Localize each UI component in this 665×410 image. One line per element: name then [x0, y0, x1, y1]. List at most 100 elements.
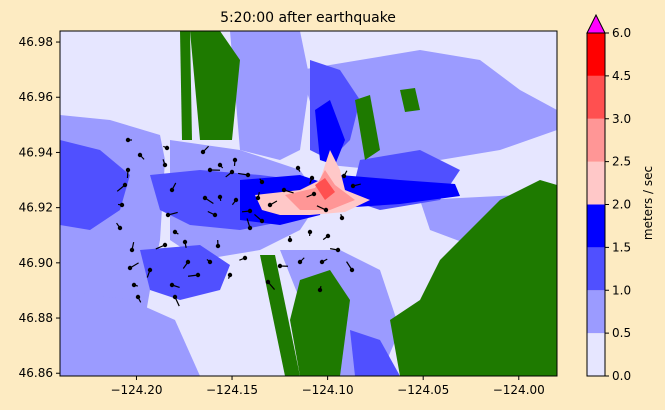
- velocity-arrow-head: [125, 137, 131, 143]
- x-tick-label: −124.10: [302, 383, 354, 397]
- land-south-spit: [260, 255, 300, 376]
- colorbar-label: meters / sec: [641, 166, 655, 240]
- land-island-north: [355, 95, 380, 160]
- velocity-arrow-head: [129, 247, 135, 253]
- velocity-arrow-head: [227, 272, 233, 278]
- velocity-arrow-head: [247, 225, 253, 231]
- velocity-arrow-head: [350, 183, 356, 189]
- land-east: [390, 180, 557, 376]
- colorbar-tick-label: 3.0: [612, 112, 631, 126]
- velocity-arrow-head: [217, 194, 223, 200]
- velocity-arrow-head: [287, 237, 293, 243]
- velocity-arrow-head: [147, 267, 153, 273]
- velocity-arrow-head: [259, 179, 265, 185]
- y-tick-label: 46.90: [19, 256, 53, 270]
- velocity-arrow-head: [119, 202, 125, 208]
- plot-frame: [59, 30, 558, 377]
- velocity-arrow-head: [317, 287, 323, 293]
- velocity-arrow-head: [127, 265, 133, 271]
- land-north-spit-west: [180, 31, 192, 140]
- velocity-arrow-head: [207, 167, 213, 173]
- velocity-arrow-head: [277, 263, 283, 269]
- velocity-arrow-head: [117, 225, 123, 231]
- velocity-arrow-head: [319, 259, 325, 265]
- colorbar-tick-label: 1.0: [612, 283, 631, 297]
- velocity-arrow-head: [131, 282, 137, 288]
- colorbar: 0.0 0.5 1.0 1.5 2.0 2.5 3.0 4.5 6.0: [586, 13, 631, 383]
- velocity-arrow-head: [233, 197, 239, 203]
- velocity-arrow-head: [200, 149, 206, 155]
- velocity-arrow-head: [202, 195, 208, 201]
- velocity-arrow-head: [259, 218, 265, 224]
- velocity-arrow-head: [215, 243, 221, 249]
- velocity-arrow-head: [182, 239, 188, 245]
- velocity-arrow-head: [162, 242, 168, 248]
- velocity-arrow-head: [341, 173, 347, 179]
- velocity-arrow-head: [307, 229, 313, 235]
- land-south-center: [290, 270, 350, 376]
- colorbar-tick-label: 4.5: [612, 69, 631, 83]
- speed-region-outer-west: [60, 140, 130, 230]
- speed-region-plume-core: [315, 178, 335, 200]
- speed-region-southwest: [60, 290, 200, 376]
- speed-region-north-channel: [230, 31, 310, 160]
- velocity-arrow-head: [267, 202, 273, 208]
- velocity-arrow-head: [135, 294, 141, 300]
- x-tick-label: −124.05: [397, 383, 449, 397]
- land-north-spit: [190, 31, 240, 140]
- y-tick-label: 46.88: [19, 311, 53, 325]
- land-islet: [400, 88, 420, 112]
- colorbar-extend-arrow: [586, 13, 606, 34]
- y-axis: 46.86 46.88 46.90 46.92 46.94 46.96 46.98: [19, 35, 60, 380]
- y-tick-label: 46.98: [19, 35, 53, 49]
- velocity-arrow-head: [339, 215, 345, 221]
- velocity-arrow-head: [122, 182, 128, 188]
- y-tick-label: 46.96: [19, 90, 53, 104]
- velocity-arrow-head: [125, 167, 131, 173]
- velocity-arrow-head: [172, 229, 178, 235]
- speed-region-south-edge: [350, 330, 400, 376]
- velocity-arrow-head: [255, 195, 261, 201]
- velocity-arrow-head: [232, 157, 238, 163]
- colorbar-segment: [587, 204, 605, 248]
- velocity-arrow-head: [217, 162, 223, 168]
- speed-region-jet-north: [315, 100, 345, 165]
- velocity-arrow-head: [265, 279, 271, 285]
- velocity-arrow-head: [185, 259, 191, 265]
- x-tick-label: −124.15: [206, 383, 258, 397]
- colorbar-segment: [587, 118, 605, 162]
- velocity-arrow-head: [165, 212, 171, 218]
- velocity-arrow-head: [195, 272, 201, 278]
- y-tick-label: 46.94: [19, 145, 53, 159]
- velocity-arrow-head: [297, 259, 303, 265]
- y-tick-label: 46.92: [19, 201, 53, 215]
- velocity-arrow-head: [229, 169, 235, 175]
- velocity-arrow-head: [325, 233, 331, 239]
- x-tick-label: −124.20: [110, 383, 162, 397]
- velocity-arrow-head: [164, 145, 170, 151]
- velocity-arrow-head: [295, 165, 301, 171]
- y-tick-label: 46.86: [19, 366, 53, 380]
- velocity-arrow-head: [309, 175, 315, 181]
- x-tick-label: −124.00: [493, 383, 545, 397]
- colorbar-tick-label: 6.0: [612, 26, 631, 40]
- speed-region-south-flow: [140, 245, 230, 300]
- colorbar-segment: [587, 247, 605, 291]
- colorbar-tick-label: 2.0: [612, 198, 631, 212]
- colorbar-segment: [587, 33, 605, 76]
- colorbar-tick-label: 0.0: [612, 369, 631, 383]
- velocity-arrow-head: [169, 187, 175, 193]
- colorbar-tick-label: 0.5: [612, 326, 631, 340]
- velocity-arrow-head: [242, 255, 248, 261]
- velocity-arrow-head: [162, 162, 168, 168]
- velocity-arrow-head: [247, 208, 253, 214]
- velocity-arrow-head: [169, 282, 175, 288]
- velocity-arrow-head: [245, 172, 251, 178]
- velocity-arrows: [116, 137, 361, 307]
- plot-area: [60, 31, 557, 376]
- velocity-arrow-head: [311, 191, 317, 197]
- velocity-arrow-head: [207, 259, 213, 265]
- velocity-arrow-head: [172, 294, 178, 300]
- velocity-arrow-head: [349, 267, 355, 273]
